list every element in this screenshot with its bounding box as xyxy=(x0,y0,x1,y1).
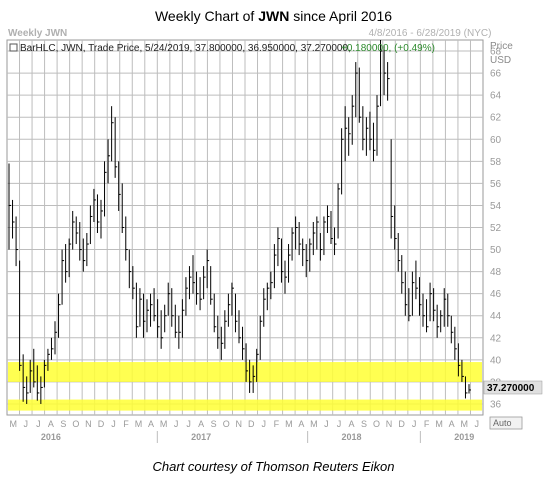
x-tick-label: D xyxy=(248,419,255,429)
x-tick-label: J xyxy=(111,419,116,429)
y-tick-label: 60 xyxy=(490,135,502,146)
currency-axis-label: USD xyxy=(490,55,511,66)
y-tick-label: 36 xyxy=(490,399,502,410)
x-tick-label: N xyxy=(386,419,393,429)
y-tick-label: 46 xyxy=(490,289,502,300)
y-tick-label: 66 xyxy=(490,69,502,80)
x-tick-label: J xyxy=(262,419,267,429)
title-prefix: Weekly Chart of xyxy=(154,8,259,24)
x-tick-label: D xyxy=(398,419,405,429)
x-tick-label: M xyxy=(285,419,293,429)
chart-watermark: Weekly JWN xyxy=(8,28,67,39)
x-tick-label: A xyxy=(48,419,54,429)
x-tick-label: O xyxy=(72,419,79,429)
horizontal-gridlines xyxy=(7,50,483,405)
x-year-label: 2018 xyxy=(341,432,361,442)
x-tick-label: M xyxy=(10,419,18,429)
x-tick-label: M xyxy=(460,419,468,429)
x-tick-label: A xyxy=(148,419,154,429)
page-title: Weekly Chart of JWN since April 2016 xyxy=(0,8,547,24)
x-tick-label: M xyxy=(310,419,318,429)
support-zone xyxy=(8,399,482,411)
title-suffix: since April 2016 xyxy=(289,8,393,24)
title-ticker: JWN xyxy=(258,8,290,24)
x-tick-label: D xyxy=(98,419,105,429)
chart-legend: BarHLC, JWN, Trade Price, 5/24/2019, 37.… xyxy=(9,43,435,54)
x-tick-label: J xyxy=(474,419,479,429)
price-axis-label: Price xyxy=(490,41,513,52)
x-tick-label: N xyxy=(85,419,92,429)
x-tick-label: J xyxy=(337,419,342,429)
x-tick-label: N xyxy=(235,419,242,429)
y-tick-label: 42 xyxy=(490,333,502,344)
x-tick-label: A xyxy=(198,419,204,429)
x-tick-label: M xyxy=(135,419,143,429)
x-year-label: 2017 xyxy=(191,432,211,442)
x-tick-label: F xyxy=(274,419,280,429)
price-bars xyxy=(8,40,471,404)
y-tick-label: 58 xyxy=(490,157,502,168)
y-tick-label: 68 xyxy=(490,47,502,58)
y-tick-label: 56 xyxy=(490,179,502,190)
legend-swatch xyxy=(9,43,18,52)
chart-credit: Chart courtesy of Thomson Reuters Eikon xyxy=(152,459,395,474)
x-tick-label: S xyxy=(211,419,217,429)
x-tick-label: S xyxy=(361,419,367,429)
y-tick-label: 52 xyxy=(490,223,502,234)
x-tick-label: O xyxy=(373,419,380,429)
auto-scale-button[interactable]: Auto xyxy=(489,416,523,430)
x-tick-label: J xyxy=(174,419,179,429)
x-tick-label: S xyxy=(60,419,66,429)
y-tick-label: 44 xyxy=(490,311,502,322)
auto-scale-label[interactable]: Auto xyxy=(493,418,512,428)
last-price-box xyxy=(483,380,543,395)
y-tick-label: 54 xyxy=(490,201,502,212)
x-tick-label: A xyxy=(449,419,455,429)
x-tick-label: A xyxy=(298,419,304,429)
last-price-marker: 37.270000 xyxy=(483,380,543,395)
x-tick-label: M xyxy=(435,419,443,429)
y-axis-ticks: 3638404244464850525456586062646668 xyxy=(490,47,502,411)
y-tick-label: 48 xyxy=(490,267,502,278)
x-year-label: 2019 xyxy=(454,432,474,442)
y-tick-label: 50 xyxy=(490,245,502,256)
x-tick-label: J xyxy=(324,419,329,429)
auto-scale-box[interactable] xyxy=(489,416,523,430)
y-tick-label: 62 xyxy=(490,113,502,124)
x-tick-label: J xyxy=(186,419,191,429)
price-chart: 3638404244464850525456586062646668 MJJAS… xyxy=(6,28,543,443)
x-tick-label: J xyxy=(24,419,29,429)
x-tick-label: J xyxy=(36,419,41,429)
legend-change: +0.180000, (+0.49%) xyxy=(341,43,435,54)
support-zone xyxy=(8,362,482,382)
x-tick-label: O xyxy=(223,419,230,429)
date-range-label: 4/8/2016 - 6/28/2019 (NYC) xyxy=(369,28,492,39)
support-zones xyxy=(8,362,482,411)
x-tick-label: F xyxy=(424,419,430,429)
x-tick-label: A xyxy=(348,419,354,429)
x-axis-ticks: M J J A S O N D J F M A M J J A S O N D J F M A M J J A S O N D J F M A M J20… xyxy=(10,419,479,443)
x-year-label: 2016 xyxy=(41,432,61,442)
legend-text: BarHLC, JWN, Trade Price, 5/24/2019, 37.… xyxy=(20,43,351,54)
y-tick-label: 40 xyxy=(490,355,502,366)
y-tick-label: 64 xyxy=(490,91,502,102)
x-tick-label: F xyxy=(123,419,129,429)
x-tick-label: J xyxy=(412,419,417,429)
x-tick-label: M xyxy=(160,419,168,429)
last-price-value: 37.270000 xyxy=(487,383,535,394)
